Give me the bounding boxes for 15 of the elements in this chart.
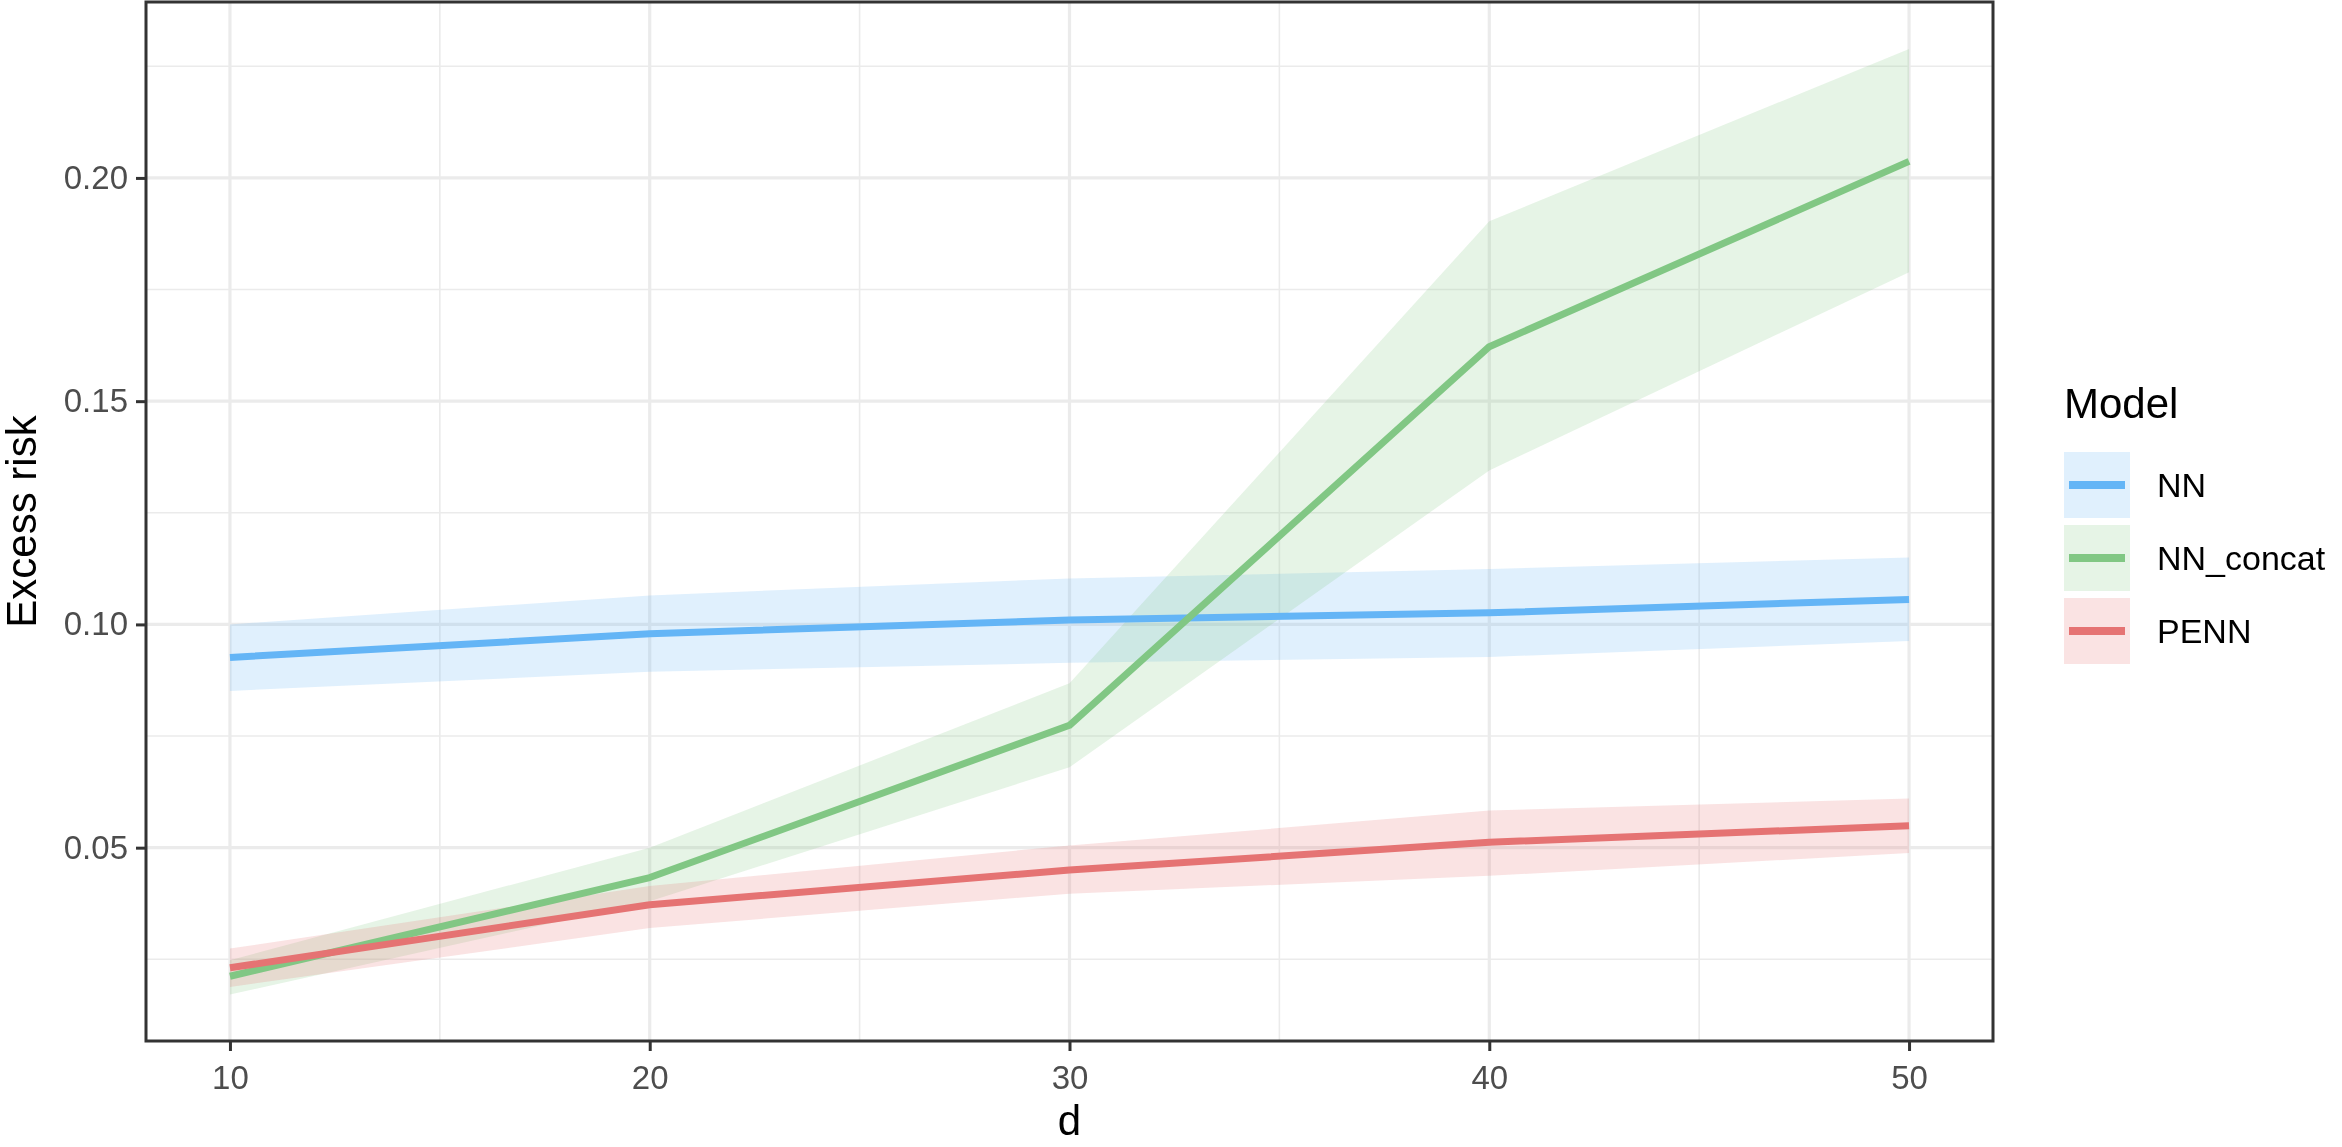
legend-label: NN_concat [2157, 539, 2326, 577]
x-tick-label: 20 [631, 1058, 669, 1096]
x-tick-label: 10 [212, 1058, 249, 1096]
y-tick-label: 0.15 [63, 382, 128, 420]
y-tick-label: 0.10 [63, 605, 128, 643]
legend-title: Model [2064, 380, 2179, 427]
y-axis-title: Excess risk [0, 414, 45, 628]
x-tick-label: 30 [1051, 1058, 1089, 1096]
x-tick-label: 50 [1891, 1058, 1928, 1096]
y-tick-label: 0.20 [63, 158, 128, 196]
legend-label: NN [2157, 466, 2207, 504]
x-tick-label: 40 [1471, 1058, 1509, 1096]
legend-label: PENN [2157, 612, 2252, 650]
x-axis-title: d [1057, 1097, 1082, 1144]
y-tick-label: 0.05 [63, 828, 128, 866]
